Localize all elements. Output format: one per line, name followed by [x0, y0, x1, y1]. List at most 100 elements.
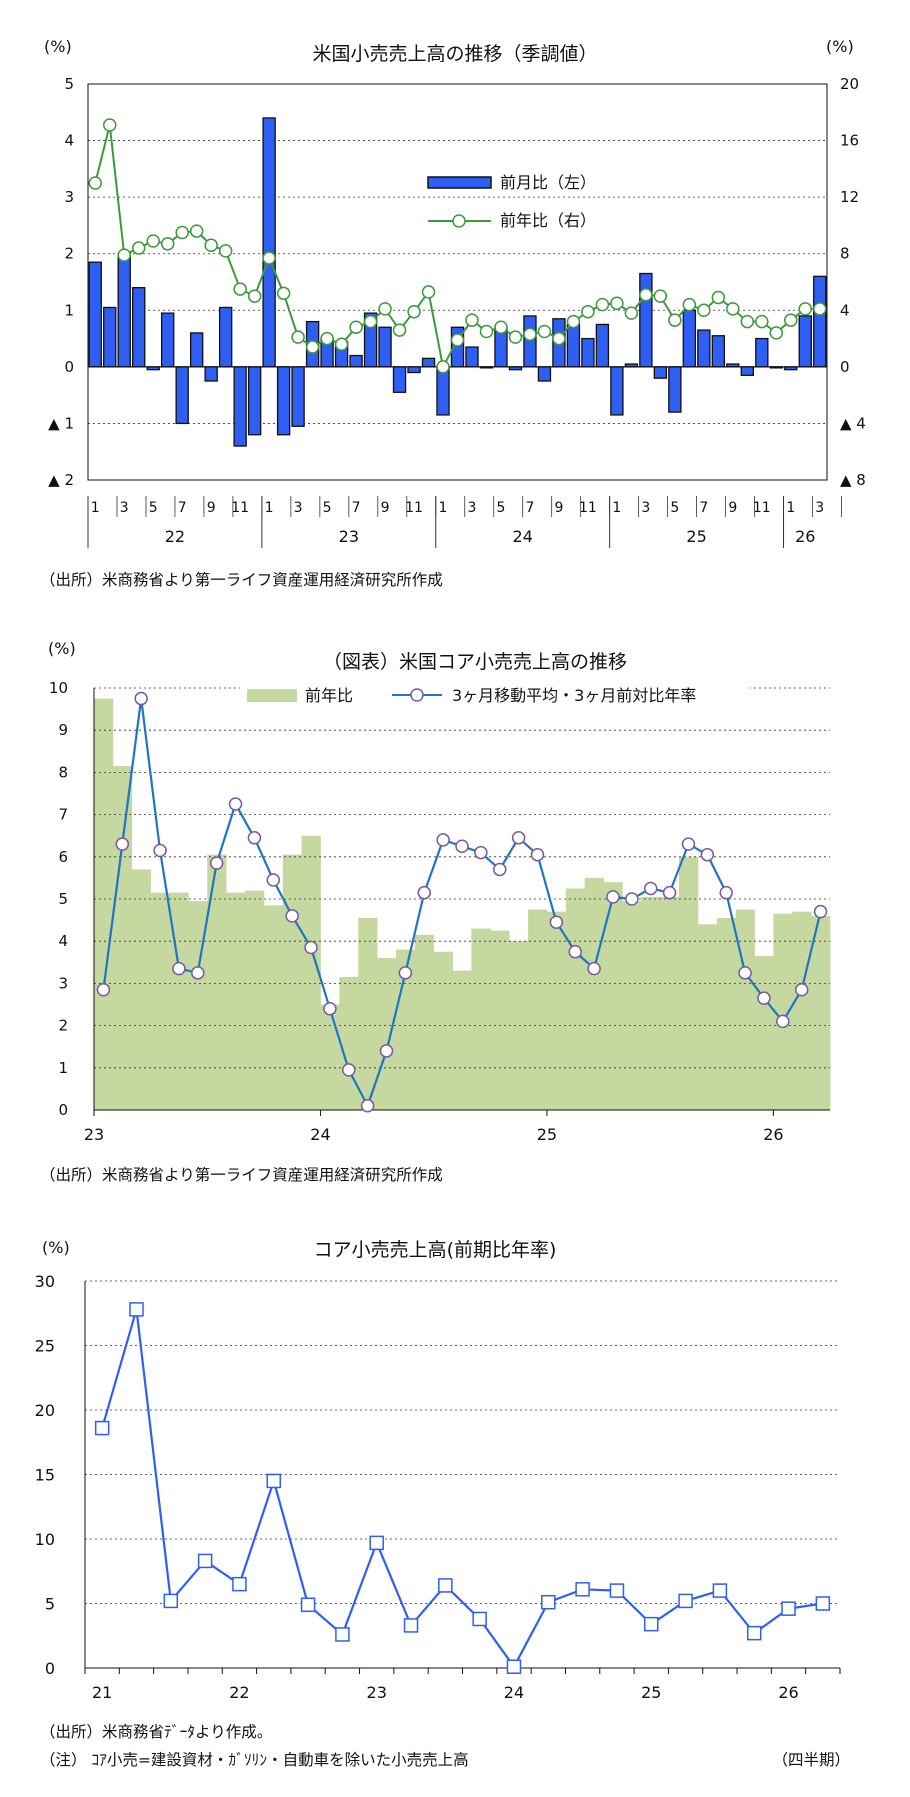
month-tick-label: 7: [525, 500, 534, 516]
chart1-legend: 前月比（左） 前年比（右）: [427, 173, 596, 230]
y-tick-label: 3: [58, 974, 68, 992]
chart3-note: （注） ｺｱ小売=建設資材・ｶﾞｿﾘﾝ・自動車を除いた小売売上高: [40, 1751, 469, 1769]
yoy-marker: [508, 330, 523, 344]
month-tick-label: 5: [670, 500, 679, 516]
month-tick-label: 3: [468, 500, 477, 516]
yoy-column: [603, 882, 623, 1110]
three-month-marker: [662, 885, 677, 900]
yoy-column: [263, 905, 284, 1110]
chart3-title: コア小売売上高(前期比年率): [314, 1239, 557, 1261]
mom-bar: [537, 366, 552, 382]
mom-bar: [682, 309, 697, 368]
year-tick-label: 25: [686, 527, 706, 546]
quarterly-marker: [197, 1553, 213, 1569]
mom-bar: [291, 366, 305, 427]
chart1-gridlines: [87, 83, 828, 481]
three-month-marker: [342, 1063, 356, 1077]
yoy-column: [490, 930, 510, 1110]
y-tick-label: 7: [58, 806, 68, 824]
yoy-marker: [363, 314, 378, 329]
three-month-marker: [700, 847, 715, 862]
y-right-tick-label: 20: [840, 75, 859, 93]
three-month-marker: [757, 991, 771, 1005]
chart2-source: （出所）米商務省より第一ライフ資産運用経済研究所作成: [40, 1166, 443, 1184]
yoy-column: [584, 877, 604, 1110]
mom-bar: [262, 117, 276, 368]
mom-bar: [697, 329, 711, 368]
year-tick-label: 24: [513, 527, 533, 546]
yoy-marker: [537, 324, 552, 339]
yoy-marker: [291, 330, 305, 344]
three-month-marker: [738, 966, 752, 980]
three-month-marker: [417, 885, 432, 900]
quarterly-marker: [403, 1618, 419, 1633]
mom-bar: [465, 346, 479, 368]
yoy-marker: [624, 306, 639, 320]
yoy-column: [641, 896, 661, 1110]
y-right-tick-label: 16: [840, 132, 859, 150]
quarterly-marker: [712, 1583, 728, 1598]
mom-bar: [668, 366, 682, 413]
y-right-tick-label: 12: [840, 188, 859, 206]
chart2-x-axis: 23 24 25 26: [84, 1110, 784, 1144]
month-tick-label: 11: [753, 500, 771, 516]
month-tick-label: 9: [728, 500, 737, 516]
yoy-marker: [682, 297, 697, 312]
y-left-tick-label: 2: [64, 245, 74, 263]
three-month-marker: [794, 982, 809, 997]
three-month-marker: [304, 940, 318, 955]
yoy-marker: [581, 304, 595, 319]
quarterly-marker: [781, 1601, 796, 1616]
three-month-marker: [379, 1044, 394, 1058]
yoy-marker: [726, 302, 740, 316]
quarterly-marker: [163, 1593, 179, 1609]
mom-bar: [798, 315, 812, 368]
y-right-tick-label: ▲ 8: [840, 471, 866, 489]
yoy-marker: [392, 323, 407, 337]
chart1-bars: [88, 117, 827, 447]
yoy-marker: [465, 313, 479, 327]
core-retail-quarterly-chart: コア小売売上高(前期比年率) (%) 30 25 20 15 10 5 0 21 22 23 24…: [35, 1238, 841, 1702]
mom-bar: [407, 366, 421, 374]
mom-bar: [610, 366, 624, 416]
year-tick-label: 23: [339, 527, 359, 546]
chart1-x-axis: 1 3 5 7 9 11 1 3 5 7 9 11 1 3 5 7 9 11 1 3 5 7 9 11 1 322 23 24 25 26: [87, 496, 842, 548]
three-month-marker: [398, 966, 413, 980]
legend-line-marker-2: [410, 688, 424, 702]
yoy-marker: [204, 238, 218, 252]
three-month-marker: [228, 797, 243, 811]
month-tick-label: 3: [815, 500, 824, 516]
x-tick-label: 21: [92, 1683, 112, 1702]
yoy-marker: [276, 286, 291, 301]
mom-bar: [233, 366, 247, 447]
yoy-column: [565, 888, 586, 1110]
y-tick-label: 8: [58, 763, 68, 781]
legend-line-marker: [452, 214, 466, 228]
yoy-marker: [407, 304, 421, 319]
yoy-marker: [653, 289, 668, 303]
yoy-marker: [175, 225, 189, 240]
mom-bar: [653, 366, 668, 379]
yoy-column: [471, 928, 491, 1110]
month-tick-label: 11: [579, 500, 597, 516]
y-right-tick-label: 4: [840, 301, 850, 319]
yoy-marker: [740, 314, 755, 329]
month-tick-label: 1: [786, 500, 795, 516]
y-tick-label: 10: [35, 1530, 55, 1549]
three-month-marker: [606, 890, 620, 904]
y-left-tick-label: 5: [64, 75, 74, 93]
y-left-tick-label: 0: [64, 358, 74, 376]
three-month-marker: [134, 691, 148, 706]
yoy-column: [358, 917, 378, 1110]
yoy-marker: [88, 176, 102, 190]
mom-bar: [276, 366, 291, 436]
quarterly-marker: [506, 1659, 522, 1674]
yoy-marker: [639, 287, 653, 302]
three-month-marker: [625, 892, 639, 906]
y-left-tick-label: 1: [64, 301, 74, 319]
yoy-column: [244, 890, 265, 1110]
mom-bar: [378, 326, 392, 368]
month-tick-label: 5: [149, 500, 158, 516]
quarterly-marker: [300, 1597, 316, 1613]
x-tick-label: 22: [229, 1683, 249, 1702]
